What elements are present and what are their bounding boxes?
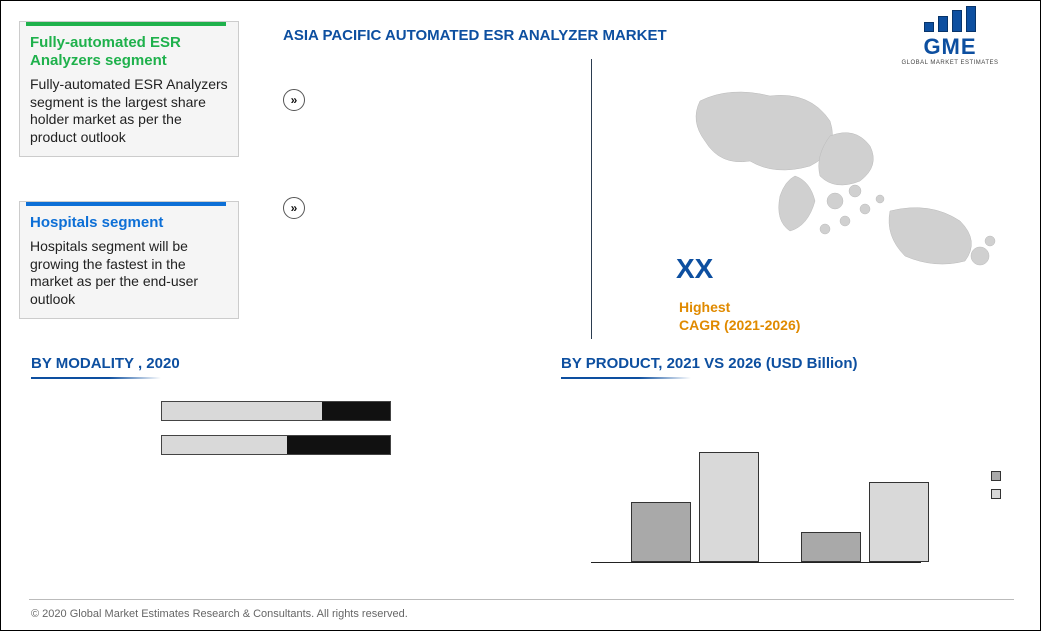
product-group-1: [631, 452, 759, 562]
logo-text: GME: [923, 34, 976, 60]
modality-underline: [31, 377, 161, 379]
cagr-label: Highest CAGR (2021-2026): [679, 299, 800, 334]
chevron-right-icon: »: [283, 89, 305, 111]
vertical-divider: [591, 59, 592, 339]
callout-accent-bar: [26, 202, 226, 206]
cagr-value: XX: [676, 253, 713, 285]
legend-item: [991, 471, 1001, 481]
callout-body: Hospitals segment will be growing the fa…: [30, 238, 228, 308]
modality-chart: [161, 401, 401, 469]
modality-seg-dark: [287, 436, 390, 454]
product-legend: [991, 471, 1001, 507]
modality-bar-2: [161, 435, 391, 455]
product-header: BY PRODUCT, 2021 VS 2026 (USD Billion): [561, 355, 857, 372]
product-bar: [801, 532, 861, 562]
modality-seg-dark: [322, 402, 390, 420]
product-x-axis: [591, 562, 921, 563]
modality-seg-light: [162, 436, 287, 454]
product-bar: [699, 452, 759, 562]
cagr-highest: Highest: [679, 299, 730, 315]
legend-swatch-icon: [991, 489, 1001, 499]
legend-item: [991, 489, 1001, 499]
logo-bars-icon: [924, 6, 976, 32]
asia-pacific-map-icon: [680, 81, 1010, 271]
modality-header: BY MODALITY , 2020: [31, 355, 180, 372]
page-title: ASIA PACIFIC AUTOMATED ESR ANALYZER MARK…: [283, 27, 667, 44]
product-bar: [869, 482, 929, 562]
callout-accent-bar: [26, 22, 226, 26]
callout-enduser: Hospitals segment Hospitals segment will…: [19, 201, 239, 319]
cagr-period: CAGR (2021-2026): [679, 317, 800, 333]
product-group-2: [801, 482, 929, 562]
product-chart: [591, 401, 951, 581]
product-bar: [631, 502, 691, 562]
callout-body: Fully-automated ESR Analyzers segment is…: [30, 76, 228, 146]
gme-logo: GME GLOBAL MARKET ESTIMATES: [890, 11, 1010, 61]
modality-bar-1: [161, 401, 391, 421]
modality-seg-light: [162, 402, 322, 420]
footer-divider: [29, 599, 1014, 600]
legend-swatch-icon: [991, 471, 1001, 481]
callout-title: Fully-automated ESR Analyzers segment: [30, 34, 228, 70]
callout-title: Hospitals segment: [30, 214, 228, 232]
product-underline: [561, 377, 691, 379]
logo-subtitle: GLOBAL MARKET ESTIMATES: [901, 60, 998, 66]
chevron-right-icon: »: [283, 197, 305, 219]
copyright-text: © 2020 Global Market Estimates Research …: [31, 608, 408, 620]
callout-product: Fully-automated ESR Analyzers segment Fu…: [19, 21, 239, 157]
